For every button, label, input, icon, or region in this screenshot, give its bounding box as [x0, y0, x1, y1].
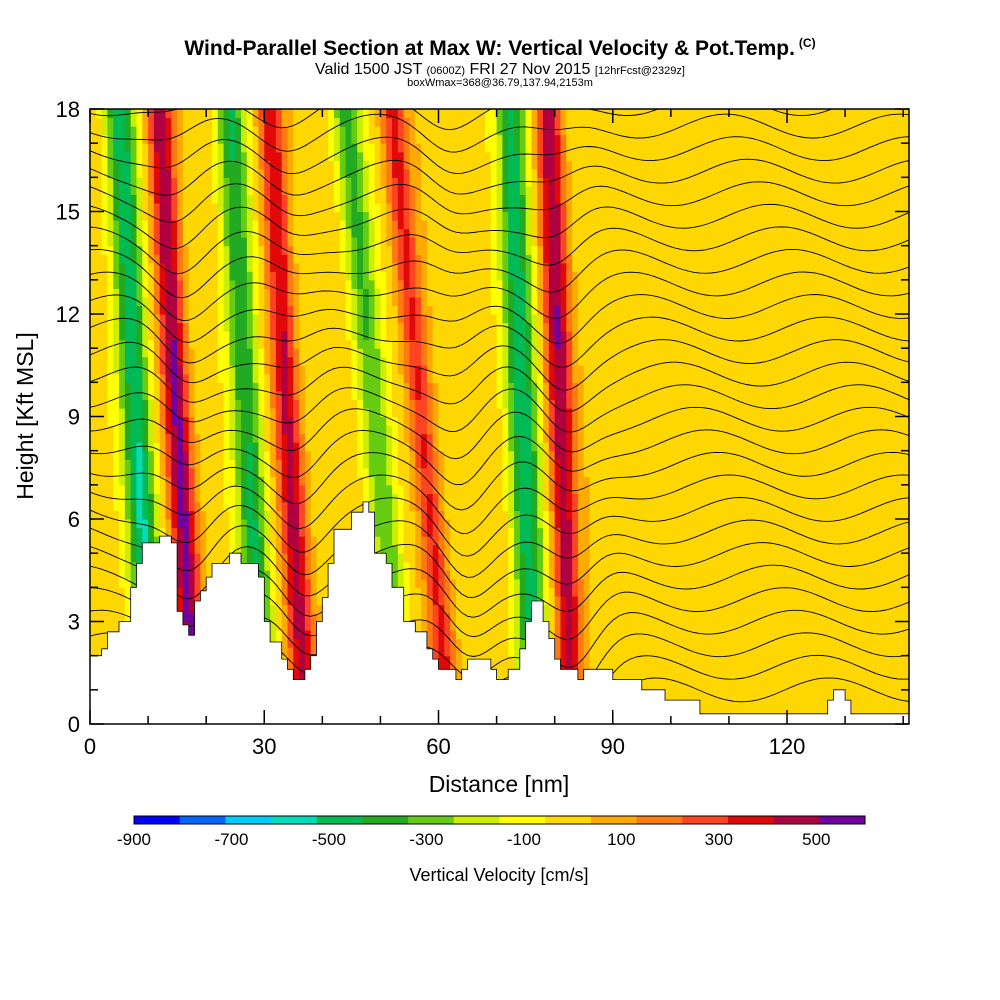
- y-tick-label: 6: [68, 507, 80, 532]
- chart-subsubtitle: boxWmax=368@36.79,137.94,2153m: [407, 77, 593, 89]
- theta-contour-line: [90, 339, 909, 391]
- valid-utc: (0600Z): [426, 65, 466, 77]
- chart-title: Wind-Parallel Section at Max W: Vertical…: [0, 36, 1000, 61]
- theta-contour-line: [90, 113, 909, 153]
- colorbar-swatch: [179, 816, 226, 824]
- colorbar-swatch: [499, 816, 546, 824]
- y-tick-label: 0: [68, 712, 80, 737]
- colorbar-frame: [133, 815, 866, 825]
- colorbar-tick-label: -300: [409, 830, 443, 849]
- colorbar-tick-label: 100: [607, 830, 635, 849]
- terrain-mask: [89, 501, 910, 725]
- y-tick-label: 18: [56, 97, 80, 122]
- theta-contour-line: [90, 136, 909, 175]
- colorbar-swatch: [271, 816, 318, 824]
- colorbar-tick-label: 500: [802, 830, 830, 849]
- colorbar-swatch: [819, 816, 866, 824]
- theta-contour-line: [90, 542, 909, 600]
- theta-contour-line: [90, 316, 909, 368]
- x-axis: 0 30 60 90 120: [84, 109, 904, 759]
- colorbar-swatch: [545, 816, 592, 824]
- theta-contour-line: [90, 451, 909, 511]
- theta-contour-line: [90, 384, 909, 433]
- theta-contour-line: [90, 271, 909, 322]
- colorbar-swatch: [636, 816, 683, 824]
- colorbar-tick-label: -500: [312, 830, 346, 849]
- title-copyright: (C): [798, 36, 816, 50]
- x-tick-label: 0: [84, 734, 96, 759]
- theta-contour-line: [90, 181, 909, 223]
- x-tick-label: 120: [769, 734, 806, 759]
- colorbar-tick-label: -100: [507, 830, 541, 849]
- theta-contour-line: [90, 497, 909, 557]
- colorbar-tick-label: -700: [214, 830, 248, 849]
- theta-contour-line: [90, 203, 909, 249]
- y-axis: 0 3 6 9 12 15 18: [56, 97, 909, 737]
- colorbar-tick-label: -900: [117, 830, 151, 849]
- y-axis-label: Height [Kft MSL]: [12, 332, 38, 499]
- theta-contour-line: [90, 69, 909, 106]
- theta-contour-line: [90, 429, 909, 486]
- colorbar-tick-label: 300: [705, 830, 733, 849]
- theta-contour-line: [90, 361, 909, 413]
- terrain-profile: [89, 501, 910, 725]
- theta-contour-line: [90, 248, 909, 299]
- theta-contour-line: [90, 294, 909, 344]
- colorbar-label: Vertical Velocity [cm/s]: [409, 865, 588, 885]
- forecast-run: [12hrFcst@2329z]: [594, 65, 685, 77]
- valid-time: Valid 1500 JST: [315, 61, 423, 78]
- colorbar-swatch: [316, 816, 363, 824]
- colorbar-swatch: [682, 816, 729, 824]
- y-tick-label: 3: [68, 610, 80, 635]
- colorbar-swatch: [225, 816, 272, 824]
- theta-contour-line: [90, 474, 909, 534]
- colorbar-swatch: [362, 816, 409, 824]
- y-tick-label: 12: [56, 302, 80, 327]
- x-tick-label: 60: [426, 734, 450, 759]
- colorbar-swatch: [408, 816, 455, 824]
- colorbar-swatch: [134, 816, 180, 824]
- colorbar-swatch: [453, 816, 500, 824]
- theta-contour-line: [90, 226, 909, 275]
- valid-date: FRI 27 Nov 2015: [469, 61, 591, 78]
- theta-contour-line: [90, 158, 909, 196]
- theta-contour-line: [90, 406, 909, 460]
- colorbar-swatch: [590, 816, 637, 824]
- chart-subtitle: Valid 1500 JST (0600Z) FRI 27 Nov 2015 […: [0, 61, 1000, 79]
- colorbar-swatch: [727, 816, 774, 824]
- y-tick-label: 15: [56, 200, 80, 225]
- theta-contour-line: [90, 519, 909, 578]
- x-tick-label: 90: [601, 734, 625, 759]
- x-tick-label: 30: [252, 734, 276, 759]
- colorbar: -900 -700 -500 -300 -100 100 300 500: [117, 815, 866, 849]
- title-text: Wind-Parallel Section at Max W: Vertical…: [184, 37, 795, 60]
- colorbar-swatch: [773, 816, 820, 824]
- y-tick-label: 9: [68, 405, 80, 430]
- x-axis-label: Distance [nm]: [429, 771, 570, 797]
